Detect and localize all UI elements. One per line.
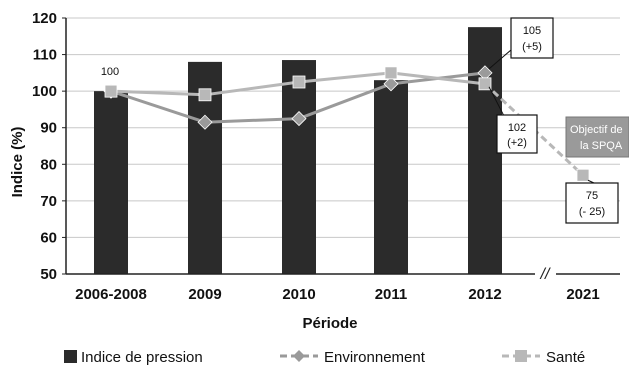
y-tick-label: 120 <box>32 10 57 27</box>
line-series <box>103 65 590 182</box>
legend-item-environnement: Environnement <box>280 349 426 366</box>
legend-swatch-pression <box>64 350 77 363</box>
series-line-segment <box>110 89 206 124</box>
grid-lines <box>66 17 620 238</box>
point-marker <box>197 114 213 130</box>
callout-value-target: 75 <box>586 190 598 202</box>
series-line-segment <box>110 89 206 97</box>
target-box-line1: Objectif de <box>570 124 623 136</box>
legend-marker-sante <box>515 350 527 362</box>
callout-change-target: (- 25) <box>579 206 605 218</box>
callout-value-sante: 102 <box>508 122 526 134</box>
bar <box>374 80 408 275</box>
x-tick-label: 2011 <box>375 286 408 303</box>
point-marker <box>104 84 118 98</box>
series-line-segment <box>298 82 392 120</box>
point-marker <box>478 77 492 91</box>
axis-break-mark: // <box>540 266 551 283</box>
x-axis-title: Période <box>302 315 357 332</box>
point-marker <box>198 88 212 102</box>
point-marker <box>291 111 307 127</box>
callout-change-sante: (+2) <box>507 137 527 149</box>
y-tick-label: 110 <box>33 47 57 64</box>
y-tick-label: 100 <box>32 83 57 100</box>
y-axis-title: Indice (%) <box>9 127 26 198</box>
start-value-label: 100 <box>101 66 119 78</box>
y-tick-label: 80 <box>40 156 57 173</box>
point-marker <box>384 66 398 80</box>
legend-label-environnement: Environnement <box>324 349 426 366</box>
x-tick-label: 2012 <box>468 286 501 303</box>
legend-label-pression: Indice de pression <box>81 349 203 366</box>
x-tick-labels: 2006-2008 2009 2010 2011 2012 2021 <box>75 286 600 303</box>
x-tick-label: 2006-2008 <box>75 286 147 303</box>
legend-marker-environnement <box>293 350 305 362</box>
y-tick-label: 50 <box>40 266 57 283</box>
point-marker <box>292 75 306 89</box>
series-line-segment <box>204 80 300 97</box>
callout-leader-environnement <box>488 49 512 70</box>
y-tick-label: 70 <box>40 193 57 210</box>
y-tick-labels: 50 60 70 80 90 100 110 120 <box>32 10 66 283</box>
series-line-segment <box>204 117 300 124</box>
callout-value-environnement: 105 <box>523 25 541 37</box>
y-tick-label: 90 <box>40 120 57 137</box>
point-marker <box>383 76 399 92</box>
series-line-segment <box>390 71 486 86</box>
callout-box-target <box>565 182 619 224</box>
x-tick-label: 2010 <box>282 286 315 303</box>
callout-box-environnement <box>510 17 554 59</box>
bar <box>94 91 128 275</box>
x-tick-label: 2021 <box>566 286 599 303</box>
bar <box>282 60 316 274</box>
axes: // <box>65 18 620 283</box>
target-box-line2: la SPQA <box>580 140 623 152</box>
annotations: 100 105 (+5) 102 (+2) Objectif de la SPQA 75 (- … <box>101 17 629 224</box>
callout-box-sante <box>496 114 538 154</box>
point-marker <box>576 168 590 182</box>
callout-leader-sante <box>488 86 505 117</box>
legend-item-sante: Santé <box>502 349 585 366</box>
legend-label-sante: Santé <box>546 349 585 366</box>
target-box <box>565 116 629 158</box>
legend: Indice de pression Environnement Santé <box>64 349 585 366</box>
callout-change-environnement: (+5) <box>522 41 542 53</box>
legend-item-pression: Indice de pression <box>64 349 203 366</box>
series-line-segment <box>298 71 392 84</box>
x-tick-label: 2009 <box>188 286 221 303</box>
y-tick-label: 60 <box>40 229 57 246</box>
